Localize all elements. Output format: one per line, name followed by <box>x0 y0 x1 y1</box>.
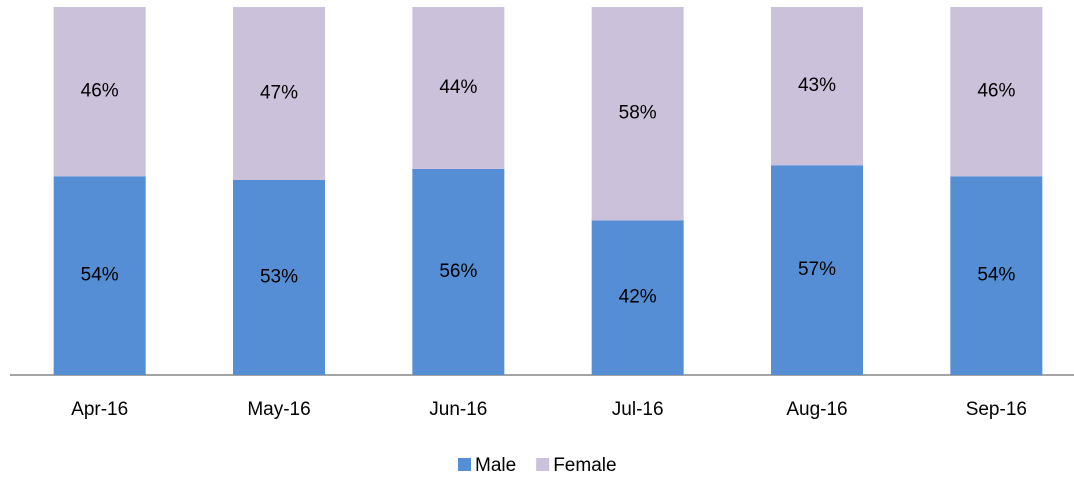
x-tick-label: Jul-16 <box>612 399 664 420</box>
bar-segment <box>771 165 863 375</box>
legend-swatch <box>458 458 471 471</box>
data-label: 58% <box>619 103 657 124</box>
bar-segment <box>233 179 325 375</box>
bar-segment <box>412 7 505 169</box>
data-label: 54% <box>977 265 1015 286</box>
legend-swatch <box>536 458 550 471</box>
data-label: 57% <box>798 259 836 280</box>
bar-segment <box>950 7 1043 177</box>
bar-segment <box>950 176 1043 375</box>
data-label: 53% <box>260 266 298 287</box>
bar-segment <box>412 168 505 375</box>
bar-segment <box>233 7 325 180</box>
x-tick-label: Apr-16 <box>71 399 128 420</box>
x-tick-label: Sep-16 <box>966 399 1027 420</box>
data-label: 54% <box>81 265 119 286</box>
bar-segment <box>591 7 684 221</box>
bar-segment <box>53 176 146 375</box>
x-tick-label: May-16 <box>247 399 310 420</box>
bar-segment <box>591 220 684 375</box>
x-tick-label: Aug-16 <box>786 399 847 420</box>
data-label: 46% <box>977 81 1015 102</box>
data-label: 46% <box>81 81 119 102</box>
data-label: 56% <box>439 261 477 282</box>
data-label: 43% <box>798 75 836 96</box>
bar-segment <box>53 7 146 177</box>
data-label: 42% <box>619 287 657 308</box>
legend-label: Male <box>475 455 516 476</box>
x-tick-label: Jun-16 <box>429 399 487 420</box>
legend-label: Female <box>553 455 616 476</box>
data-label: 44% <box>439 77 477 98</box>
data-label: 47% <box>260 82 298 103</box>
bar-segment <box>771 7 863 166</box>
